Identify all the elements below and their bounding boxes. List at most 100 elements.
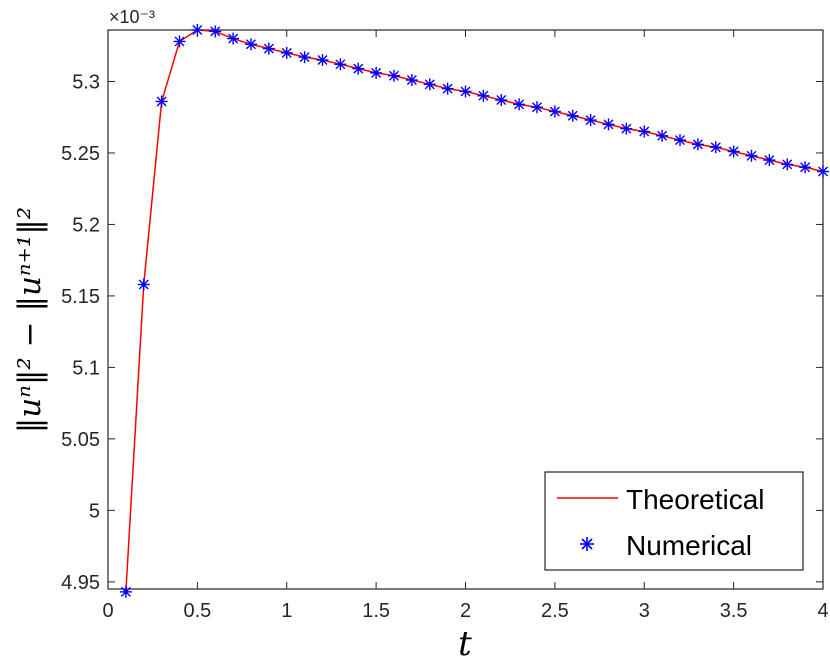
numerical-point: [316, 54, 329, 67]
numerical-point-stroke: [335, 59, 346, 70]
y-axis-exponent: ×10⁻³: [109, 7, 155, 27]
numerical-point: [513, 98, 526, 111]
numerical-point: [548, 105, 561, 118]
numerical-point-stroke: [621, 123, 632, 134]
numerical-point-stroke: [442, 83, 453, 94]
numerical-point-stroke: [460, 86, 471, 97]
numerical-point: [119, 585, 132, 598]
numerical-point-stroke: [299, 52, 310, 63]
numerical-point-stroke: [532, 102, 542, 113]
y-tick-label: 4.95: [61, 572, 100, 594]
numerical-point: [173, 35, 186, 48]
numerical-point-stroke: [567, 110, 578, 121]
numerical-point: [763, 154, 776, 167]
numerical-point-stroke: [246, 39, 256, 50]
y-axis-label-group: ‖uⁿ‖² − ‖uⁿ⁺¹‖²: [12, 207, 48, 433]
numerical-point-stroke: [478, 90, 489, 101]
numerical-point: [620, 122, 633, 135]
numerical-point-stroke: [317, 55, 328, 66]
numerical-point: [709, 141, 722, 154]
numerical-point: [441, 82, 454, 95]
y-tick-label: 5: [89, 500, 100, 522]
numerical-point: [781, 158, 794, 171]
legend: Theoretical Numerical: [544, 471, 804, 571]
numerical-point-stroke: [424, 79, 435, 90]
y-tick-label: 5.2: [72, 214, 100, 236]
numerical-point-stroke: [549, 106, 560, 117]
x-tick-label: 0: [102, 600, 113, 622]
numerical-point-stroke: [174, 36, 185, 47]
numerical-point: [727, 145, 740, 158]
x-tick-label: 3: [639, 600, 650, 622]
numerical-point-stroke: [156, 96, 167, 107]
numerical-point-stroke: [389, 70, 399, 81]
numerical-point-stroke: [675, 135, 685, 146]
numerical-point: [531, 101, 543, 114]
series-theoretical-line: [125, 29, 824, 592]
numerical-point-stroke: [353, 63, 364, 74]
numerical-point: [584, 114, 597, 127]
numerical-point-stroke: [210, 26, 221, 37]
y-tick-label: 5.25: [61, 143, 100, 165]
legend-box: [544, 471, 804, 571]
numerical-point: [262, 42, 275, 55]
x-tick-label: 1: [281, 600, 292, 622]
x-tick-label: 4: [817, 600, 828, 622]
numerical-point-stroke: [782, 159, 793, 170]
numerical-point: [817, 165, 829, 178]
numerical-point-stroke: [657, 130, 668, 141]
numerical-point: [745, 149, 758, 162]
numerical-point-stroke: [764, 155, 775, 166]
numerical-point: [566, 109, 579, 122]
y-axis-label: ‖uⁿ‖² − ‖uⁿ⁺¹‖²: [12, 207, 48, 433]
numerical-point-stroke: [406, 75, 417, 86]
numerical-point: [638, 125, 651, 138]
y-tick-label: 5.05: [61, 429, 100, 451]
legend-numerical-marker: [580, 537, 594, 551]
numerical-point-stroke: [228, 33, 239, 44]
numerical-point-stroke: [800, 162, 811, 173]
numerical-point-stroke: [138, 279, 149, 290]
x-tick-label: 0.5: [183, 600, 211, 622]
legend-theoretical-label: Theoretical: [626, 484, 765, 515]
numerical-point-stroke: [710, 142, 721, 153]
numerical-point-stroke: [371, 67, 382, 78]
numerical-point-stroke: [603, 119, 614, 130]
numerical-point: [209, 25, 222, 38]
numerical-point-stroke: [192, 25, 203, 35]
numerical-point: [459, 85, 472, 98]
x-tick-label: 2.5: [541, 600, 569, 622]
numerical-point: [227, 32, 240, 45]
numerical-point: [495, 94, 508, 107]
numerical-point-stroke: [281, 47, 292, 58]
numerical-point: [334, 58, 347, 71]
numerical-point-stroke: [120, 586, 131, 597]
numerical-point: [799, 161, 812, 174]
plot-layer: 0 0.5 1 1.5 2 2.5 3 3.5 4 4.95 5 5.05 5.1 5.15 5.2 5.25…: [61, 24, 829, 622]
numerical-point: [191, 24, 204, 36]
legend-numerical-label: Numerical: [626, 530, 752, 561]
numerical-point: [137, 278, 150, 291]
x-tick-label: 1.5: [362, 600, 390, 622]
numerical-point: [423, 78, 436, 91]
numerical-point-stroke: [728, 146, 739, 157]
numerical-point-stroke: [263, 43, 274, 54]
numerical-point-stroke: [818, 166, 828, 177]
numerical-point: [298, 51, 311, 64]
numerical-point: [674, 134, 686, 147]
numerical-point: [477, 89, 490, 102]
numerical-point: [388, 69, 400, 82]
numerical-point-stroke: [692, 139, 703, 150]
y-tick-label: 5.15: [61, 286, 100, 308]
numerical-point: [405, 74, 418, 87]
y-tick-label: 5.3: [72, 71, 100, 93]
y-tick-label: 5.1: [72, 357, 100, 379]
x-axis-label: t: [458, 624, 472, 661]
x-tick-label: 2: [460, 600, 471, 622]
numerical-point: [691, 138, 704, 151]
numerical-point: [656, 129, 669, 142]
numerical-point: [370, 66, 383, 79]
numerical-point: [245, 38, 257, 51]
numerical-point-stroke: [514, 99, 525, 110]
